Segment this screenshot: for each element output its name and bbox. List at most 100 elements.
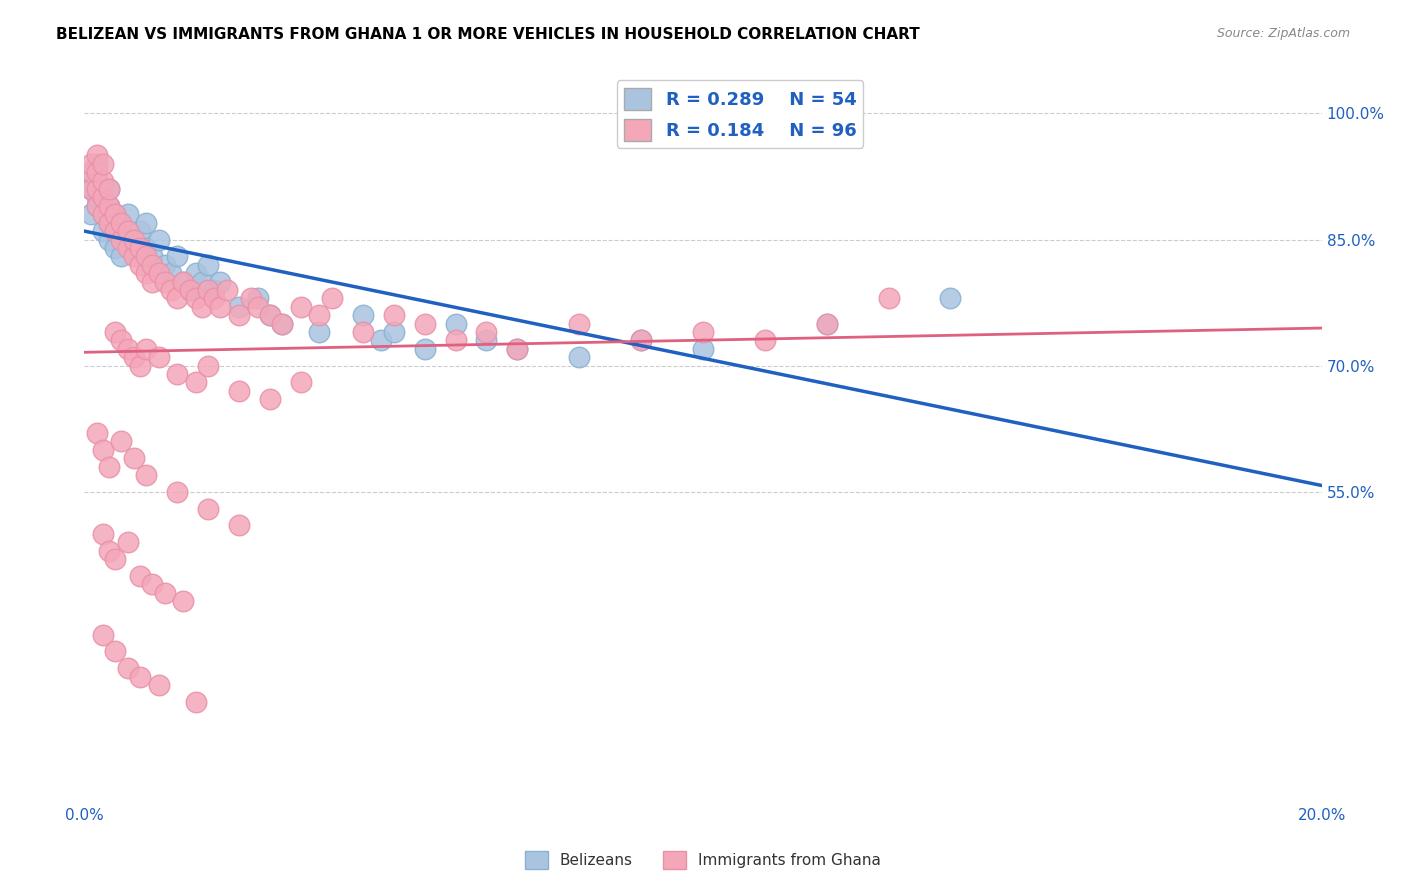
Point <box>122 249 145 263</box>
Point <box>166 291 188 305</box>
Point <box>308 325 330 339</box>
Point <box>209 275 232 289</box>
Point <box>148 350 170 364</box>
Legend: Belizeans, Immigrants from Ghana: Belizeans, Immigrants from Ghana <box>519 845 887 875</box>
Point <box>148 233 170 247</box>
Point <box>129 569 152 583</box>
Point <box>166 367 188 381</box>
Point <box>104 644 127 658</box>
Point <box>98 216 121 230</box>
Text: BELIZEAN VS IMMIGRANTS FROM GHANA 1 OR MORE VEHICLES IN HOUSEHOLD CORRELATION CH: BELIZEAN VS IMMIGRANTS FROM GHANA 1 OR M… <box>56 27 920 42</box>
Point <box>104 224 127 238</box>
Point <box>184 695 207 709</box>
Point <box>228 300 250 314</box>
Point <box>148 678 170 692</box>
Point <box>153 258 176 272</box>
Point <box>191 275 214 289</box>
Point <box>135 467 157 482</box>
Point <box>197 283 219 297</box>
Point <box>228 518 250 533</box>
Point <box>308 308 330 322</box>
Point <box>110 216 132 230</box>
Point <box>86 425 108 440</box>
Point <box>370 334 392 348</box>
Point <box>129 224 152 238</box>
Point <box>290 376 312 390</box>
Point <box>98 459 121 474</box>
Point <box>86 199 108 213</box>
Point <box>228 308 250 322</box>
Point <box>246 300 269 314</box>
Point <box>104 207 127 221</box>
Point <box>141 577 163 591</box>
Point <box>91 174 114 188</box>
Point <box>104 207 127 221</box>
Point <box>568 317 591 331</box>
Point <box>86 165 108 179</box>
Point <box>815 317 838 331</box>
Point <box>271 317 294 331</box>
Point <box>79 165 101 179</box>
Point <box>117 535 139 549</box>
Point <box>815 317 838 331</box>
Point <box>148 266 170 280</box>
Point <box>122 241 145 255</box>
Point <box>172 275 194 289</box>
Point <box>91 190 114 204</box>
Point <box>630 334 652 348</box>
Point <box>79 157 101 171</box>
Point <box>202 283 225 297</box>
Point <box>215 283 238 297</box>
Point <box>506 342 529 356</box>
Point <box>166 484 188 499</box>
Point <box>259 392 281 407</box>
Point <box>172 275 194 289</box>
Point <box>91 207 114 221</box>
Point <box>413 317 436 331</box>
Point <box>129 359 152 373</box>
Point <box>475 334 498 348</box>
Point <box>86 148 108 162</box>
Point <box>135 342 157 356</box>
Point <box>98 216 121 230</box>
Point <box>153 585 176 599</box>
Point <box>86 182 108 196</box>
Point <box>290 300 312 314</box>
Point <box>110 216 132 230</box>
Point <box>444 317 467 331</box>
Point <box>98 199 121 213</box>
Point <box>240 291 263 305</box>
Point <box>104 325 127 339</box>
Point <box>117 224 139 238</box>
Point <box>91 627 114 641</box>
Point <box>91 526 114 541</box>
Point <box>117 342 139 356</box>
Point <box>110 434 132 449</box>
Point <box>939 291 962 305</box>
Point <box>172 594 194 608</box>
Point <box>179 283 201 297</box>
Point <box>382 325 405 339</box>
Point <box>184 376 207 390</box>
Point <box>98 543 121 558</box>
Point <box>692 342 714 356</box>
Point <box>141 275 163 289</box>
Point <box>104 224 127 238</box>
Point <box>692 325 714 339</box>
Point <box>117 661 139 675</box>
Point <box>141 258 163 272</box>
Point <box>117 233 139 247</box>
Point <box>117 241 139 255</box>
Point <box>630 334 652 348</box>
Point <box>122 233 145 247</box>
Point <box>166 249 188 263</box>
Point <box>568 350 591 364</box>
Legend: R = 0.289    N = 54, R = 0.184    N = 96: R = 0.289 N = 54, R = 0.184 N = 96 <box>617 80 863 148</box>
Point <box>228 384 250 398</box>
Point <box>135 216 157 230</box>
Point <box>179 283 201 297</box>
Point <box>117 207 139 221</box>
Point <box>86 174 108 188</box>
Point <box>754 334 776 348</box>
Point <box>141 249 163 263</box>
